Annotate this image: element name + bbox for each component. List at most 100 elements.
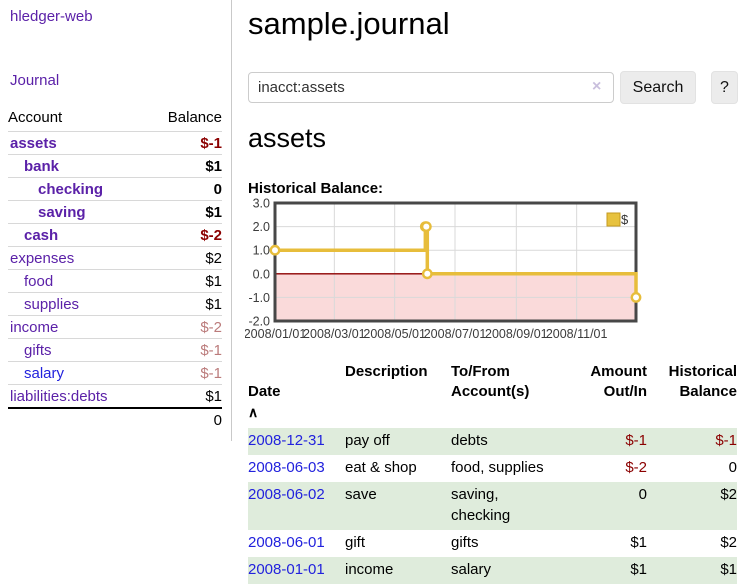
sidebar-item-journal[interactable]: Journal bbox=[10, 72, 60, 89]
account-balance-value: 0 bbox=[146, 177, 222, 201]
accounts-column-header: To/From Account(s) bbox=[451, 363, 530, 401]
register-table: Date ∧ Description To/From Account(s) Am… bbox=[248, 360, 737, 584]
account-column-header: Account bbox=[8, 106, 147, 132]
account-row: food $1 bbox=[8, 269, 222, 293]
account-balance-value: $-1 bbox=[146, 338, 222, 362]
sidebar-account-link[interactable]: food bbox=[24, 273, 54, 290]
account-row: income $-2 bbox=[8, 315, 222, 339]
transaction-amount: $-1 bbox=[563, 427, 647, 455]
sidebar-account-link[interactable]: assets bbox=[10, 135, 57, 152]
account-balance-value: $-2 bbox=[146, 315, 222, 339]
transaction-row: 2008-12-31 pay off debts $-1 $-1 bbox=[248, 427, 737, 455]
account-row: supplies $1 bbox=[8, 292, 222, 316]
transaction-date-link[interactable]: 2008-12-31 bbox=[248, 431, 325, 449]
transaction-balance: $2 bbox=[647, 482, 737, 530]
sidebar-account-link[interactable]: cash bbox=[24, 227, 59, 244]
sidebar: hledger-web Journal Account Balance asse… bbox=[0, 0, 232, 441]
account-balance-value: $-1 bbox=[146, 131, 222, 155]
balance-column-header: Balance bbox=[146, 106, 222, 132]
account-balance-value: $1 bbox=[146, 269, 222, 293]
transaction-description: income bbox=[345, 557, 451, 584]
search-input[interactable] bbox=[248, 72, 614, 103]
transaction-date-link[interactable]: 2008-06-03 bbox=[248, 459, 325, 476]
account-row: gifts $-1 bbox=[8, 338, 222, 362]
transaction-accounts: salary bbox=[451, 557, 563, 584]
sidebar-account-link[interactable]: bank bbox=[24, 158, 60, 175]
total-row: 0 bbox=[8, 407, 222, 433]
account-balance-value: $-2 bbox=[146, 223, 222, 247]
transaction-description: pay off bbox=[345, 427, 451, 455]
register-header-row: Date ∧ Description To/From Account(s) Am… bbox=[248, 360, 737, 428]
account-balance-table: Account Balance assets $-1 bank $1 checking 0… bbox=[8, 106, 222, 433]
transaction-accounts: gifts bbox=[451, 533, 479, 551]
account-balance-value: $1 bbox=[146, 384, 222, 409]
balance-column-header: Historical Balance bbox=[668, 363, 737, 401]
transaction-accounts: debts bbox=[451, 427, 563, 455]
transaction-accounts: saving, checking bbox=[451, 482, 563, 530]
grand-total-value: 0 bbox=[146, 407, 222, 433]
account-row: checking 0 bbox=[8, 177, 222, 201]
account-balance-value: $1 bbox=[146, 292, 222, 316]
transaction-amount: $1 bbox=[630, 533, 647, 551]
amount-column-header: Amount Out/In bbox=[590, 363, 647, 401]
transaction-balance: $2 bbox=[720, 533, 737, 551]
account-row: bank $1 bbox=[8, 154, 222, 178]
date-column-header[interactable]: Date ∧ bbox=[248, 383, 281, 420]
sidebar-account-link[interactable]: liabilities:debts bbox=[10, 388, 108, 405]
transaction-description: eat & shop bbox=[345, 459, 417, 476]
svg-text:-1.0: -1.0 bbox=[248, 291, 270, 305]
svg-text:2008/03/01: 2008/03/01 bbox=[303, 327, 366, 341]
help-button[interactable]: ? bbox=[711, 71, 738, 104]
account-row: liabilities:debts $1 bbox=[8, 384, 222, 409]
svg-text:-2.0: -2.0 bbox=[248, 315, 270, 329]
transaction-amount: $1 bbox=[563, 557, 647, 584]
svg-text:2008/05/01: 2008/05/01 bbox=[363, 327, 426, 341]
transaction-date-link[interactable]: 2008-06-02 bbox=[248, 486, 325, 504]
account-heading: assets bbox=[248, 123, 327, 153]
account-balance-value: $-1 bbox=[146, 361, 222, 385]
historical-balance-chart: $3.0 2.0 1.0 0.0 -1.0 -2.0 2008/01/01 2008/03/0… bbox=[244, 197, 742, 349]
chart-title: Historical Balance: bbox=[248, 180, 384, 197]
sidebar-account-link[interactable]: income bbox=[10, 319, 59, 336]
sidebar-account-link[interactable]: gifts bbox=[24, 342, 52, 359]
sort-ascending-icon: ∧ bbox=[248, 403, 259, 420]
account-row: cash $-2 bbox=[8, 223, 222, 247]
svg-text:3.0: 3.0 bbox=[253, 197, 270, 211]
transaction-accounts: food, supplies bbox=[451, 459, 544, 476]
svg-text:$: $ bbox=[621, 212, 629, 227]
svg-text:0.0: 0.0 bbox=[253, 267, 270, 281]
sidebar-account-link[interactable]: supplies bbox=[24, 296, 80, 313]
account-row: saving $1 bbox=[8, 200, 222, 224]
svg-text:2008/11/01: 2008/11/01 bbox=[546, 327, 608, 341]
transaction-date-link[interactable]: 2008-01-01 bbox=[248, 561, 325, 578]
main-content: sample.journal × Search ? assets Histori… bbox=[244, 0, 742, 584]
transaction-row: 2008-06-03 eat & shop food, supplies $-2 0 bbox=[248, 455, 737, 482]
sidebar-account-link[interactable]: expenses bbox=[10, 250, 75, 267]
transaction-description: gift bbox=[345, 533, 366, 551]
transaction-row: 2008-06-02 save saving, checking 0 $2 bbox=[248, 482, 737, 530]
transaction-amount: $-2 bbox=[625, 459, 647, 476]
search-form: × Search ? bbox=[248, 71, 742, 105]
search-button[interactable]: Search bbox=[620, 71, 696, 104]
sidebar-account-link[interactable]: checking bbox=[38, 181, 104, 198]
account-balance-value: $1 bbox=[146, 154, 222, 178]
transaction-row: 2008-06-01 gift gifts $1 $2 bbox=[248, 530, 737, 557]
clear-search-icon[interactable]: × bbox=[592, 78, 602, 95]
page-title: sample.journal bbox=[248, 6, 450, 41]
account-row: salary $-1 bbox=[8, 361, 222, 385]
transaction-amount: 0 bbox=[563, 482, 647, 530]
svg-text:2008/07/01: 2008/07/01 bbox=[424, 327, 487, 341]
transaction-date-link[interactable]: 2008-06-01 bbox=[248, 533, 325, 551]
sidebar-account-link[interactable]: salary bbox=[24, 365, 65, 382]
transaction-balance: 0 bbox=[728, 459, 737, 476]
account-row: assets $-1 bbox=[8, 131, 222, 155]
sidebar-account-link[interactable]: saving bbox=[38, 204, 86, 221]
app-brand-link[interactable]: hledger-web bbox=[10, 8, 93, 25]
svg-text:2.0: 2.0 bbox=[253, 220, 270, 234]
chart-canvas: $3.0 2.0 1.0 0.0 -1.0 -2.02008/01/012008/03/0… bbox=[244, 197, 642, 341]
svg-text:2008/09/01: 2008/09/01 bbox=[485, 327, 548, 341]
svg-text:2008/01/01: 2008/01/01 bbox=[245, 327, 306, 341]
transaction-row: 2008-01-01 income salary $1 $1 bbox=[248, 557, 737, 584]
transaction-description: save bbox=[345, 482, 451, 530]
account-balance-value: $2 bbox=[146, 246, 222, 270]
